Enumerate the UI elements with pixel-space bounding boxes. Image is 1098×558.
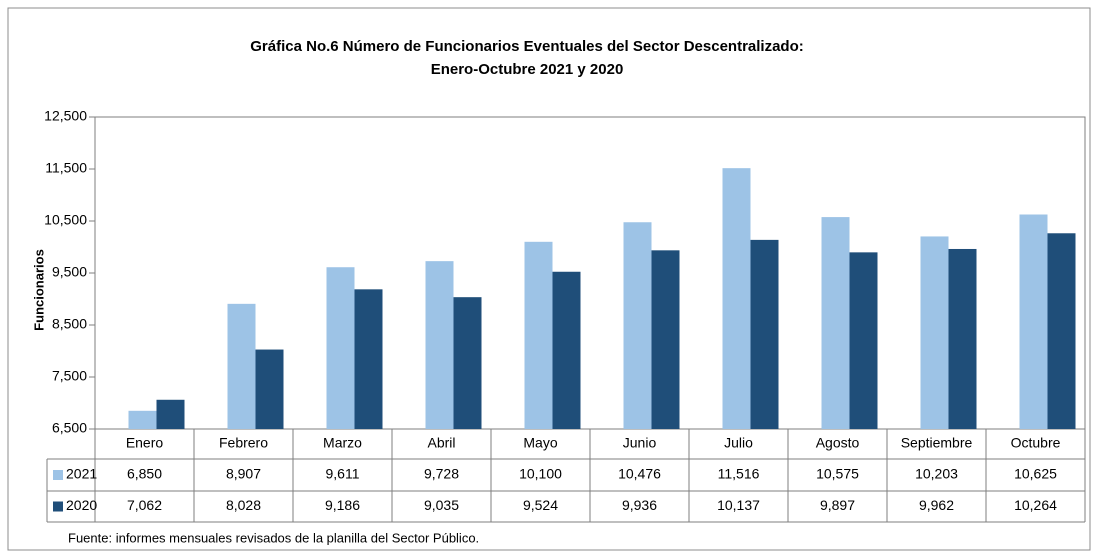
y-tick-label: 12,500 — [44, 108, 87, 124]
y-tick-label: 6,500 — [52, 420, 87, 436]
legend-label: 2021 — [66, 466, 97, 482]
table-value: 10,476 — [618, 466, 661, 482]
table-value: 9,524 — [523, 497, 558, 513]
bar — [821, 217, 850, 429]
bar — [255, 349, 284, 429]
x-tick-label: Enero — [126, 435, 164, 451]
x-tick-label: Mayo — [523, 435, 557, 451]
table-value: 10,625 — [1014, 466, 1057, 482]
table-value: 9,611 — [326, 466, 360, 482]
bar — [524, 241, 553, 429]
table-value: 9,035 — [424, 497, 459, 513]
table-value: 10,100 — [519, 466, 562, 482]
bar — [326, 267, 355, 429]
bar — [1019, 214, 1048, 429]
bar — [623, 222, 652, 429]
x-tick-label: Octubre — [1011, 435, 1061, 451]
y-tick-label: 7,500 — [52, 368, 87, 384]
bar — [425, 261, 454, 429]
bar — [128, 410, 157, 429]
table-value: 10,203 — [915, 466, 958, 482]
bar — [453, 297, 482, 429]
x-tick-label: Septiembre — [901, 435, 973, 451]
bar — [920, 236, 949, 429]
table-value: 10,264 — [1014, 497, 1057, 513]
table-value: 9,962 — [919, 497, 954, 513]
y-tick-label: 8,500 — [52, 316, 87, 332]
bar — [750, 239, 779, 429]
y-axis-label: Funcionarios — [31, 249, 46, 331]
y-tick-label: 10,500 — [44, 212, 87, 228]
x-tick-label: Abril — [427, 435, 455, 451]
chart-title: Gráfica No.6 Número de Funcionarios Even… — [250, 38, 804, 55]
bar — [948, 248, 977, 429]
table-value: 9,186 — [325, 497, 360, 513]
y-tick-label: 9,500 — [52, 264, 87, 280]
bar — [849, 252, 878, 429]
table-value: 9,936 — [622, 497, 657, 513]
table-value: 9,728 — [424, 466, 459, 482]
bar — [227, 303, 256, 429]
x-tick-label: Marzo — [323, 435, 362, 451]
table-value: 10,137 — [717, 497, 760, 513]
table-value: 8,028 — [226, 497, 261, 513]
table-value: 11,516 — [718, 466, 760, 482]
bar — [156, 399, 185, 429]
x-tick-label: Julio — [724, 435, 753, 451]
bar — [722, 168, 751, 429]
source-note: Fuente: informes mensuales revisados de … — [68, 530, 479, 545]
bar — [552, 271, 581, 429]
x-tick-label: Junio — [623, 435, 657, 451]
legend-label: 2020 — [66, 497, 97, 513]
table-value: 9,897 — [820, 497, 855, 513]
bar — [651, 250, 680, 429]
table-value: 10,575 — [816, 466, 859, 482]
bar — [354, 289, 383, 429]
legend-key — [53, 501, 63, 512]
y-tick-label: 11,500 — [45, 160, 87, 176]
bar — [1047, 233, 1076, 429]
x-tick-label: Agosto — [816, 435, 860, 451]
table-value: 7,062 — [127, 497, 162, 513]
chart-title: Enero-Octubre 2021 y 2020 — [431, 61, 624, 78]
x-tick-label: Febrero — [219, 435, 268, 451]
legend-key — [53, 470, 63, 480]
table-value: 6,850 — [127, 466, 162, 482]
table-value: 8,907 — [226, 466, 261, 482]
